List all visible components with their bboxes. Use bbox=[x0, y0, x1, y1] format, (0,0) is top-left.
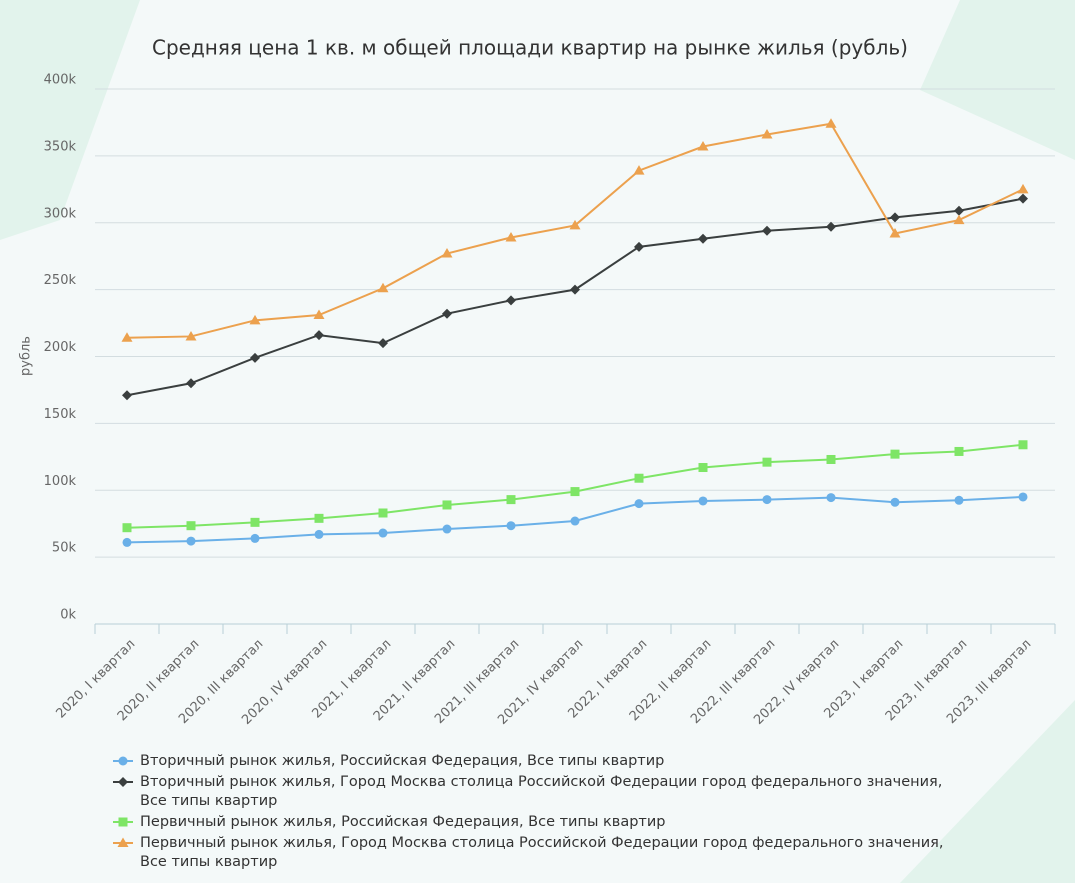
marker bbox=[1018, 193, 1028, 204]
chart-title: Средняя цена 1 кв. м общей площади кварт… bbox=[152, 36, 908, 60]
marker bbox=[953, 214, 965, 225]
legend-item[interactable]: Вторичный рынок жилья, Город Москва стол… bbox=[112, 773, 972, 811]
y-tick-label: 300k bbox=[44, 206, 77, 221]
legend-icon bbox=[113, 756, 133, 766]
legend-label: Первичный рынок жилья, Город Москва стол… bbox=[140, 835, 944, 870]
marker bbox=[634, 473, 644, 483]
decoration bbox=[0, 0, 140, 240]
marker bbox=[185, 330, 197, 341]
marker bbox=[889, 227, 901, 238]
y-tick-label: 0k bbox=[60, 608, 76, 623]
marker bbox=[954, 205, 964, 216]
marker bbox=[186, 521, 196, 531]
marker bbox=[186, 378, 196, 389]
marker bbox=[506, 295, 516, 306]
series-line bbox=[126, 443, 1024, 529]
marker bbox=[762, 225, 772, 236]
marker bbox=[314, 330, 324, 341]
marker bbox=[186, 536, 196, 546]
marker bbox=[118, 777, 128, 787]
marker bbox=[697, 141, 709, 151]
marker bbox=[122, 390, 132, 401]
y-tick-label: 350k bbox=[44, 139, 77, 154]
y-tick-label: 400k bbox=[44, 73, 77, 88]
marker bbox=[378, 528, 388, 538]
marker bbox=[698, 496, 708, 506]
marker bbox=[314, 529, 324, 539]
legend-icon bbox=[113, 837, 133, 847]
marker bbox=[442, 308, 452, 319]
marker bbox=[250, 352, 260, 363]
marker bbox=[698, 233, 708, 244]
y-tick-label: 150k bbox=[44, 407, 77, 422]
marker bbox=[250, 533, 260, 543]
marker bbox=[117, 837, 129, 847]
marker bbox=[954, 446, 964, 456]
marker bbox=[634, 499, 644, 509]
marker bbox=[825, 118, 837, 128]
y-tick-label: 250k bbox=[44, 273, 77, 288]
legend-label: Вторичный рынок жилья, Российская Федера… bbox=[140, 753, 665, 769]
marker bbox=[634, 241, 644, 252]
marker bbox=[313, 309, 325, 320]
decoration bbox=[920, 0, 1075, 160]
marker bbox=[633, 165, 645, 175]
marker bbox=[122, 523, 132, 533]
decoration bbox=[900, 700, 1075, 883]
marker bbox=[378, 508, 388, 518]
marker bbox=[506, 495, 516, 505]
legend-item[interactable]: Первичный рынок жилья, Город Москва стол… bbox=[112, 834, 972, 872]
marker bbox=[954, 495, 964, 505]
y-tick-label: 100k bbox=[44, 474, 77, 489]
marker bbox=[570, 516, 580, 526]
legend-item[interactable]: Вторичный рынок жилья, Российская Федера… bbox=[112, 752, 972, 771]
legend: Вторичный рынок жилья, Российская Федера… bbox=[112, 752, 972, 874]
marker bbox=[441, 248, 453, 258]
y-tick-label: 50k bbox=[52, 541, 77, 556]
marker bbox=[890, 212, 900, 223]
marker bbox=[249, 314, 261, 325]
marker bbox=[1018, 492, 1028, 502]
marker bbox=[442, 500, 452, 510]
y-axis-label: рубль bbox=[19, 336, 34, 376]
marker bbox=[506, 521, 516, 531]
marker bbox=[826, 493, 836, 503]
marker bbox=[826, 221, 836, 232]
marker bbox=[761, 128, 773, 139]
marker bbox=[762, 495, 772, 505]
marker bbox=[250, 517, 260, 527]
marker bbox=[569, 219, 581, 230]
y-tick-label: 200k bbox=[44, 340, 77, 355]
marker bbox=[826, 454, 836, 464]
marker bbox=[118, 817, 128, 827]
marker bbox=[890, 497, 900, 507]
legend-item[interactable]: Первичный рынок жилья, Российская Федера… bbox=[112, 813, 972, 832]
marker bbox=[505, 231, 517, 242]
marker bbox=[890, 449, 900, 459]
legend-icon bbox=[113, 777, 133, 787]
legend-icon bbox=[113, 817, 133, 827]
marker bbox=[762, 457, 772, 467]
marker bbox=[377, 282, 389, 293]
marker bbox=[698, 463, 708, 473]
marker bbox=[570, 487, 580, 497]
marker bbox=[1017, 183, 1029, 194]
marker bbox=[118, 756, 128, 766]
marker bbox=[570, 284, 580, 295]
marker bbox=[442, 524, 452, 534]
marker bbox=[122, 537, 132, 547]
legend-label: Вторичный рынок жилья, Город Москва стол… bbox=[140, 774, 943, 809]
marker bbox=[314, 513, 324, 523]
legend-label: Первичный рынок жилья, Российская Федера… bbox=[140, 814, 666, 830]
marker bbox=[378, 338, 388, 349]
marker bbox=[1018, 440, 1028, 450]
marker bbox=[121, 332, 133, 342]
